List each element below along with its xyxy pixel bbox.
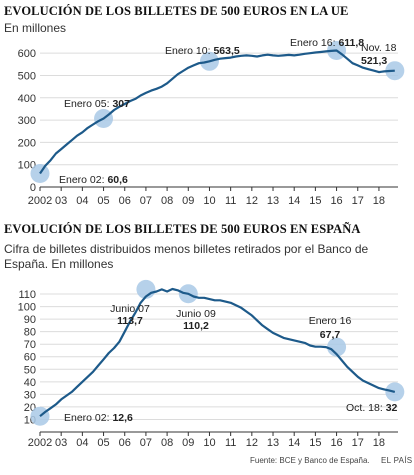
eu-x-tick-label: 2002 <box>28 195 52 207</box>
eu-y-tick-label: 300 <box>18 115 36 127</box>
es-y-tick-label: 110 <box>18 289 36 301</box>
es-highlight-circle <box>385 382 405 402</box>
es-annotation-label: Enero 16 <box>309 315 352 327</box>
es-x-tick-label: 03 <box>55 437 67 449</box>
eu-x-tick-label: 08 <box>161 195 173 207</box>
es-x-tick-label: 13 <box>267 437 279 449</box>
es-annotation-label-text: Oct. 18: <box>346 402 386 414</box>
eu-annotation-label-text: Enero 16: <box>290 37 338 49</box>
chart1-subtitle: En millones <box>4 21 67 35</box>
eu-annotation-label-text: Enero 05: <box>64 98 112 110</box>
es-series-line <box>39 287 396 418</box>
eu-x-tick-label: 10 <box>203 195 215 207</box>
eu-annotation-label-text: Enero 02: <box>59 174 107 186</box>
eu-x-tick-label: 07 <box>140 195 152 207</box>
eu-x-tick-label: 04 <box>76 195 88 207</box>
eu-x-tick-label: 09 <box>182 195 194 207</box>
es-x-tick-label: 17 <box>352 437 364 449</box>
eu-x-tick-label: 16 <box>330 195 342 207</box>
eu-annotation-value: 563,5 <box>213 45 239 57</box>
eu-highlight-circle <box>385 61 405 81</box>
eu-series-line <box>39 49 395 175</box>
eu-annotation-label: Nov. 18 <box>361 42 397 54</box>
eu-x-tick-label: 12 <box>246 195 258 207</box>
eu-x-tick-label: 13 <box>267 195 279 207</box>
es-x-tick-label: 10 <box>203 437 215 449</box>
chart1-title: EVOLUCIÓN DE LOS BILLETES DE 500 EUROS E… <box>4 4 349 18</box>
eu-x-tick-label: 11 <box>225 195 236 207</box>
eu-x-tick-label: 03 <box>55 195 67 207</box>
eu-annotation-value: 611,8 <box>338 37 364 49</box>
es-y-tick-label: 30 <box>24 389 36 401</box>
eu-y-tick-label: 100 <box>18 160 36 172</box>
es-x-tick-label: 14 <box>288 437 300 449</box>
es-x-tick-label: 12 <box>246 437 258 449</box>
eu-y-tick-label: 200 <box>18 137 36 149</box>
chart2-subtitle: Cifra de billetes distribuidos menos bil… <box>4 242 369 271</box>
es-annotation-label: Junio 07 <box>110 303 150 315</box>
es-y-tick-label: 60 <box>24 352 36 364</box>
es-annotation-label-text: Enero 02: <box>64 412 112 424</box>
es-annotation-value: 67,7 <box>320 329 341 341</box>
es-annotation-label: Enero 02: 12,6 <box>64 412 133 424</box>
es-y-tick-label: 90 <box>24 314 36 326</box>
es-annotation-label: Oct. 18: 32 <box>346 402 398 414</box>
es-annotation-value: 32 <box>386 402 398 414</box>
eu-y-tick-label: 500 <box>18 70 36 82</box>
eu-x-tick-label: 05 <box>97 195 109 207</box>
eu-y-tick-label: 600 <box>18 48 36 60</box>
eu-annotation-label: Enero 02: 60,6 <box>59 174 128 186</box>
eu-annotation-value: 60,6 <box>107 174 128 186</box>
es-annotation-value: 12,6 <box>112 412 133 424</box>
es-y-tick-label: 40 <box>24 377 36 389</box>
publisher-label: EL PAÍS <box>381 456 413 465</box>
es-y-tick-label: 80 <box>24 327 36 339</box>
es-y-tick-label: 70 <box>24 339 36 351</box>
es-y-tick-label: 50 <box>24 364 36 376</box>
es-x-tick-label: 16 <box>330 437 342 449</box>
es-annotation-value: 110,2 <box>183 320 209 332</box>
es-x-tick-label: 2002 <box>28 437 52 449</box>
eu-y-tick-label: 400 <box>18 93 36 105</box>
es-x-tick-label: 18 <box>373 437 385 449</box>
eu-annotation-label: Enero 16: 611,8 <box>290 37 364 49</box>
es-x-tick-label: 09 <box>182 437 194 449</box>
eu-chart-group: 0 100 200 300 400 500 600 2002 03 04 05 06 07 08 09 10 1… <box>18 37 405 207</box>
es-x-tick-label: 05 <box>97 437 109 449</box>
eu-y-tick-label: 0 <box>30 182 36 194</box>
chart2-title: EVOLUCIÓN DE LOS BILLETES DE 500 EUROS E… <box>4 222 361 236</box>
eu-annotation-label: Enero 10: 563,5 <box>165 45 240 57</box>
eu-annotation-value: 521,3 <box>361 55 387 67</box>
eu-x-tick-label: 17 <box>352 195 364 207</box>
es-annotation-value: 113,7 <box>117 315 143 327</box>
source-note: Fuente: BCE y Banco de España. <box>250 456 370 465</box>
eu-x-tick-label: 14 <box>288 195 300 207</box>
eu-x-tick-label: 06 <box>119 195 131 207</box>
es-x-tick-label: 06 <box>119 437 131 449</box>
eu-annotation-value: 307 <box>112 98 130 110</box>
eu-x-tick-label: 15 <box>309 195 321 207</box>
es-x-tick-label: 11 <box>225 437 236 449</box>
es-x-tick-label: 15 <box>309 437 321 449</box>
eu-annotation-label: Enero 05: 307 <box>64 98 130 110</box>
eu-annotation-label-text: Enero 10: <box>165 45 213 57</box>
es-y-tick-label: 100 <box>18 302 36 314</box>
es-x-tick-label: 04 <box>76 437 88 449</box>
es-annotation-label: Junio 09 <box>176 308 216 320</box>
eu-x-tick-label: 18 <box>373 195 385 207</box>
es-x-tick-label: 07 <box>140 437 152 449</box>
es-highlight-circle <box>327 337 347 357</box>
es-x-tick-label: 08 <box>161 437 173 449</box>
